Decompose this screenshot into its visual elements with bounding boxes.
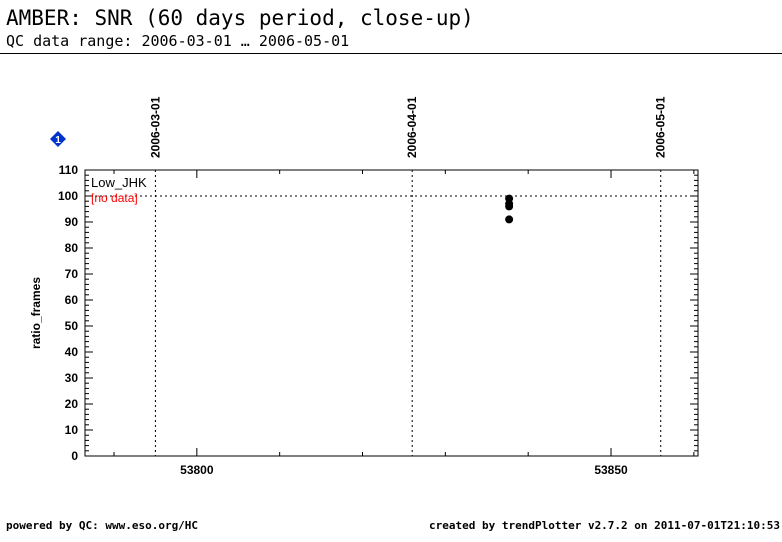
- date-marker-label-0: 2006-03-01: [148, 96, 162, 158]
- plot-frame: [84, 169, 699, 457]
- y-tick-label-60: 60: [65, 293, 79, 307]
- page-title: AMBER: SNR (60 days period, close-up): [6, 6, 474, 30]
- y-tick-label-50: 50: [65, 319, 79, 333]
- y-tick-label-20: 20: [65, 397, 79, 411]
- y-tick-label-90: 90: [65, 215, 79, 229]
- x-tick-label-53800: 53800: [180, 463, 214, 477]
- y-tick-label-70: 70: [65, 267, 79, 281]
- y-axis-label: ratio_frames: [29, 277, 43, 349]
- header-divider: [0, 53, 782, 54]
- snr-chart: 1 2006-03-01 2006-04-01 2006-05-01 0 10 20 30…: [29, 96, 699, 477]
- y-tick-label-110: 110: [59, 163, 79, 177]
- x-tick-label-53850: 53850: [594, 463, 628, 477]
- page-subtitle: QC data range: 2006-03-01 … 2006-05-01: [6, 32, 350, 50]
- legend-label: Low_JHK: [91, 175, 147, 190]
- date-marker-label-1: 2006-04-01: [405, 96, 419, 158]
- footer-created-by: created by trendPlotter v2.7.2 on 2011-0…: [429, 519, 780, 532]
- date-marker-label-2: 2006-05-01: [654, 96, 668, 158]
- info-badge-icon[interactable]: 1: [50, 131, 66, 147]
- y-tick-label-40: 40: [65, 345, 79, 359]
- y-tick-label-10: 10: [65, 423, 79, 437]
- badge-diamond: [50, 131, 66, 147]
- y-tick-label-0: 0: [71, 449, 78, 463]
- legend-note: [no data]: [91, 191, 138, 205]
- data-point-0-2: [505, 202, 514, 211]
- y-tick-label-80: 80: [65, 241, 79, 255]
- badge-label: 1: [55, 135, 61, 146]
- data-point-0-3: [505, 215, 514, 224]
- y-tick-label-100: 100: [58, 189, 78, 203]
- y-tick-label-30: 30: [65, 371, 79, 385]
- footer-powered-by: powered by QC: www.eso.org/HC: [6, 519, 199, 532]
